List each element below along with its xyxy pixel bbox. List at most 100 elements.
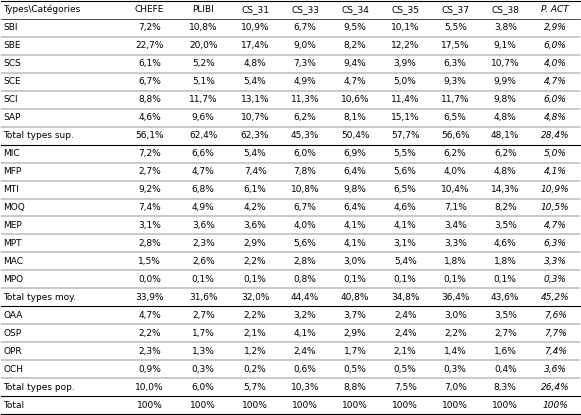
Text: 1,7%: 1,7%	[192, 329, 215, 338]
Text: 5,2%: 5,2%	[192, 59, 214, 68]
Text: 6,0%: 6,0%	[192, 383, 215, 392]
Text: 6,8%: 6,8%	[192, 185, 215, 194]
Text: CS_38: CS_38	[492, 5, 519, 14]
Text: Types\Catégories: Types\Catégories	[3, 5, 80, 15]
Text: 3,4%: 3,4%	[444, 221, 467, 230]
Text: 100%: 100%	[242, 401, 268, 410]
Text: 2,8%: 2,8%	[138, 239, 161, 248]
Text: 17,4%: 17,4%	[241, 41, 270, 50]
Text: 6,2%: 6,2%	[494, 149, 517, 158]
Text: 33,9%: 33,9%	[135, 293, 164, 302]
Text: 4,8%: 4,8%	[544, 113, 566, 122]
Text: 15,1%: 15,1%	[391, 113, 419, 122]
Text: SCE: SCE	[3, 77, 21, 86]
Text: 0,0%: 0,0%	[138, 275, 161, 284]
Text: 32,0%: 32,0%	[241, 293, 270, 302]
Text: 4,0%: 4,0%	[294, 221, 317, 230]
Text: 100%: 100%	[137, 401, 163, 410]
Text: 40,8%: 40,8%	[341, 293, 370, 302]
Text: 5,6%: 5,6%	[294, 239, 317, 248]
Text: 100%: 100%	[492, 401, 518, 410]
Text: 1,8%: 1,8%	[444, 257, 467, 266]
Text: 6,9%: 6,9%	[344, 149, 367, 158]
Text: 10,9%: 10,9%	[241, 23, 270, 32]
Text: 5,0%: 5,0%	[544, 149, 566, 158]
Text: 4,9%: 4,9%	[192, 203, 214, 212]
Text: MFP: MFP	[3, 167, 21, 176]
Text: 3,6%: 3,6%	[243, 221, 267, 230]
Text: 48,1%: 48,1%	[491, 131, 519, 140]
Text: MAC: MAC	[3, 257, 23, 266]
Text: 4,7%: 4,7%	[138, 311, 161, 320]
Text: 22,7%: 22,7%	[135, 41, 164, 50]
Text: 7,2%: 7,2%	[138, 23, 161, 32]
Text: 7,4%: 7,4%	[544, 347, 566, 356]
Text: 17,5%: 17,5%	[441, 41, 469, 50]
Text: 3,2%: 3,2%	[294, 311, 317, 320]
Text: 6,1%: 6,1%	[243, 185, 267, 194]
Text: 44,4%: 44,4%	[291, 293, 320, 302]
Text: 1,7%: 1,7%	[344, 347, 367, 356]
Text: MPO: MPO	[3, 275, 23, 284]
Text: 5,0%: 5,0%	[394, 77, 417, 86]
Text: 3,0%: 3,0%	[344, 257, 367, 266]
Text: 3,0%: 3,0%	[444, 311, 467, 320]
Text: 2,7%: 2,7%	[138, 167, 161, 176]
Text: 10,5%: 10,5%	[541, 203, 569, 212]
Text: CHEFE: CHEFE	[135, 5, 164, 14]
Text: 100%: 100%	[191, 401, 216, 410]
Text: 4,7%: 4,7%	[544, 221, 566, 230]
Text: 9,8%: 9,8%	[494, 95, 517, 104]
Text: 12,2%: 12,2%	[391, 41, 419, 50]
Text: 4,6%: 4,6%	[494, 239, 517, 248]
Text: 7,4%: 7,4%	[244, 167, 267, 176]
Text: 9,1%: 9,1%	[494, 41, 517, 50]
Text: 6,1%: 6,1%	[138, 59, 161, 68]
Text: 0,4%: 0,4%	[494, 365, 517, 374]
Text: 6,3%: 6,3%	[444, 59, 467, 68]
Text: 0,5%: 0,5%	[344, 365, 367, 374]
Text: 8,2%: 8,2%	[344, 41, 367, 50]
Text: 10,9%: 10,9%	[541, 185, 569, 194]
Text: 3,9%: 3,9%	[394, 59, 417, 68]
Text: 36,4%: 36,4%	[441, 293, 469, 302]
Text: CS_31: CS_31	[241, 5, 269, 14]
Text: 0,8%: 0,8%	[294, 275, 317, 284]
Text: Total: Total	[3, 401, 24, 410]
Text: 10,8%: 10,8%	[291, 185, 320, 194]
Text: 14,3%: 14,3%	[491, 185, 519, 194]
Text: 6,4%: 6,4%	[344, 203, 367, 212]
Text: 1,5%: 1,5%	[138, 257, 161, 266]
Text: Total types pop.: Total types pop.	[3, 383, 75, 392]
Text: 11,4%: 11,4%	[391, 95, 419, 104]
Text: 26,4%: 26,4%	[541, 383, 569, 392]
Text: 6,3%: 6,3%	[544, 239, 566, 248]
Text: 10,8%: 10,8%	[189, 23, 217, 32]
Text: 8,3%: 8,3%	[494, 383, 517, 392]
Text: 0,1%: 0,1%	[394, 275, 417, 284]
Text: 3,5%: 3,5%	[494, 311, 517, 320]
Text: Total types sup.: Total types sup.	[3, 131, 74, 140]
Text: 2,1%: 2,1%	[244, 329, 267, 338]
Text: 5,5%: 5,5%	[444, 23, 467, 32]
Text: 4,7%: 4,7%	[544, 77, 566, 86]
Text: 100%: 100%	[442, 401, 468, 410]
Text: 4,1%: 4,1%	[544, 167, 566, 176]
Text: 10,6%: 10,6%	[341, 95, 370, 104]
Text: 2,4%: 2,4%	[394, 311, 417, 320]
Text: 45,3%: 45,3%	[291, 131, 320, 140]
Text: 6,0%: 6,0%	[544, 95, 566, 104]
Text: 0,1%: 0,1%	[344, 275, 367, 284]
Text: 45,2%: 45,2%	[541, 293, 569, 302]
Text: 6,0%: 6,0%	[294, 149, 317, 158]
Text: 100%: 100%	[392, 401, 418, 410]
Text: 5,5%: 5,5%	[394, 149, 417, 158]
Text: 4,1%: 4,1%	[294, 329, 317, 338]
Text: 2,7%: 2,7%	[494, 329, 517, 338]
Text: 6,2%: 6,2%	[444, 149, 467, 158]
Text: 0,1%: 0,1%	[444, 275, 467, 284]
Text: 0,2%: 0,2%	[244, 365, 267, 374]
Text: 56,1%: 56,1%	[135, 131, 164, 140]
Text: MIC: MIC	[3, 149, 20, 158]
Text: 20,0%: 20,0%	[189, 41, 217, 50]
